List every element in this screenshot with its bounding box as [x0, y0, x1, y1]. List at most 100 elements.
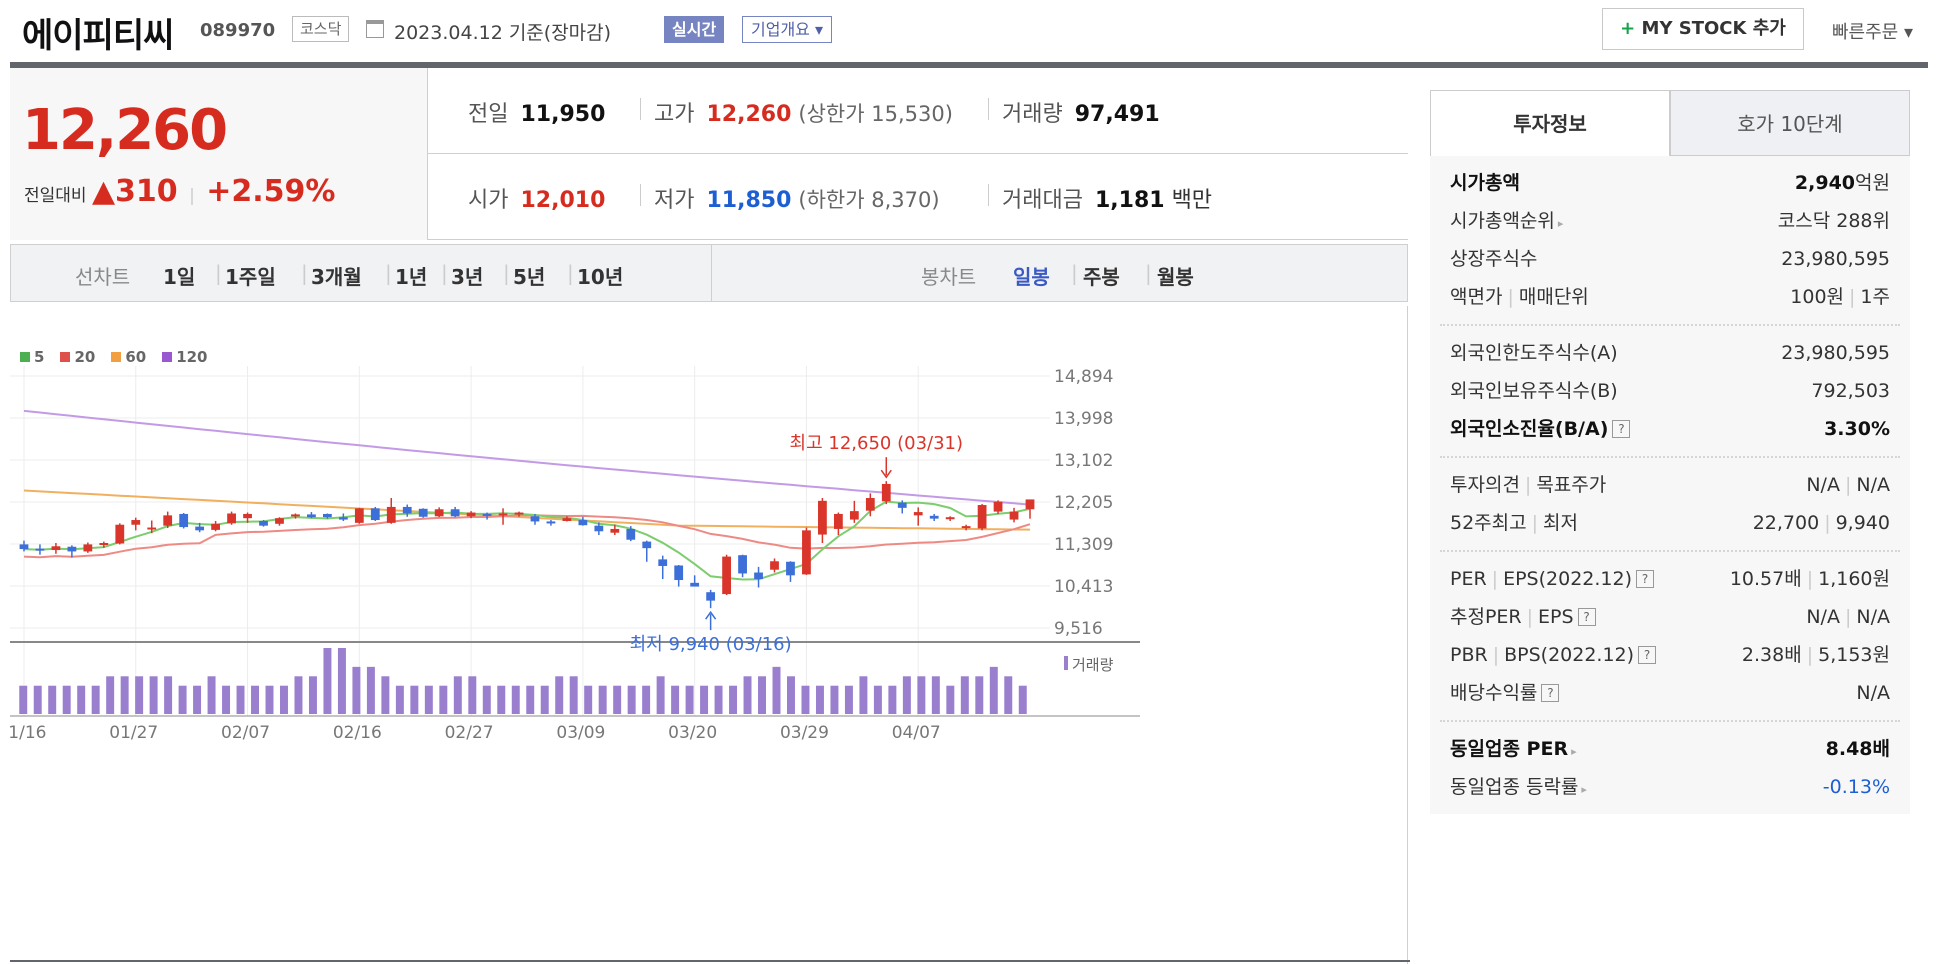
candle-body [594, 525, 604, 532]
up-arrow-icon: ▲ [91, 174, 116, 209]
candle-body [67, 546, 77, 552]
candle-period-1[interactable]: 주봉 [1083, 265, 1120, 289]
volume-bar [931, 676, 940, 714]
company-overview-dropdown[interactable]: 기업개요 ▾ [742, 16, 832, 43]
period-4[interactable]: 3년 [451, 265, 484, 289]
volume-bar [642, 685, 651, 714]
help-icon[interactable]: ? [1638, 646, 1657, 664]
plus-icon: + [1620, 18, 1636, 39]
info-group: 투자의견 | 목표주가 N/A | N/A 52주최고 | 최저 22,700 | 9,940 [1440, 458, 1900, 552]
volume-bar [308, 676, 317, 714]
candle-body [833, 513, 843, 529]
candle-body [434, 509, 444, 517]
candle-body [993, 501, 1003, 512]
volume-bar [106, 676, 115, 714]
tab-investment-info[interactable]: 투자정보 [1430, 90, 1670, 156]
volume-bar [251, 685, 259, 714]
expand-icon: ▸ [1571, 745, 1577, 758]
volume-bar [207, 676, 216, 714]
realtime-button[interactable]: 실시간 [664, 16, 725, 43]
help-icon[interactable]: ? [1636, 570, 1654, 588]
x-tick-label: 01/27 [109, 723, 158, 743]
add-mystock-label: MY STOCK 추가 [1641, 18, 1786, 39]
low-annotation: 최저 9,940 (03/16) [630, 634, 792, 655]
high-annotation: 최고 12,650 (03/31) [790, 433, 963, 454]
volume-bar [424, 685, 433, 714]
candle-body [786, 561, 795, 576]
volume-bar [685, 685, 694, 714]
chart-period-bar: 선차트 1일 1주일 | 3개월 | 1년 | 3년 | 5년 | 10년 | 봉차트 일봉 주봉 | 월봉 | [10, 244, 1408, 302]
candle-body [818, 500, 827, 535]
volume-bar [526, 685, 535, 714]
info-row: 52주최고 | 최저 22,700 | 9,940 [1450, 512, 1890, 534]
candle-body [690, 582, 700, 587]
current-price-panel: 12,260 전일대비 ▲310 | +2.59% [10, 68, 428, 240]
price-change: 전일대비 ▲310 | +2.59% [24, 174, 336, 209]
candle-body [642, 541, 652, 549]
candle-body [961, 526, 971, 529]
candle-body [418, 508, 428, 517]
info-group: PER | EPS(2022.12)? 10.57배 | 1,160원 추정PER | EPS?… [1440, 552, 1900, 722]
trade-amount: 거래대금 1,181 백만 [1002, 188, 1213, 213]
candle-body [1009, 511, 1019, 520]
tab-orderbook-10[interactable]: 호가 10단계 [1670, 90, 1910, 156]
candle-body [546, 521, 556, 524]
period-0[interactable]: 1일 [163, 265, 196, 289]
candlestick-chart[interactable]: 14,894 13,998 13,102 12,205 11,309 10,413 9,51… [10, 306, 1408, 964]
candle-body [179, 513, 189, 528]
y-tick-label: 12,205 [1054, 493, 1113, 513]
candle-period-0[interactable]: 일봉 [1013, 265, 1050, 289]
help-icon[interactable]: ? [1541, 684, 1560, 702]
bottom-divider [10, 960, 1410, 962]
period-3[interactable]: 1년 [395, 265, 428, 289]
volume-bar [627, 685, 636, 714]
candle-body [674, 565, 684, 581]
candle-body [881, 483, 891, 502]
y-tick-label: 13,102 [1054, 451, 1113, 471]
header-divider [10, 62, 1928, 68]
info-row: PBR | BPS(2022.12)? 2.38배 | 5,153원 [1450, 644, 1890, 666]
volume-bar [381, 676, 390, 714]
quick-order-dropdown[interactable]: 빠른주문 ▾ [1832, 22, 1913, 43]
legend-ma-20: 20 [60, 348, 95, 366]
volume-bar [902, 676, 911, 714]
info-group: 외국인한도주식수(A) 23,980,595 외국인보유주식수(B) 792,503 외… [1440, 326, 1900, 458]
candle-body [211, 523, 220, 530]
period-1[interactable]: 1주일 [225, 265, 276, 289]
candle-body [865, 498, 875, 511]
candle-body [51, 546, 61, 551]
legend-ma-5: 5 [20, 348, 44, 366]
candle-body [626, 528, 636, 540]
legend-ma-60: 60 [111, 348, 146, 366]
x-tick-label: 03/20 [668, 723, 717, 743]
period-5[interactable]: 5년 [513, 265, 546, 289]
high-arrow-head [880, 469, 892, 479]
volume-bar [859, 676, 868, 714]
volume-bar [975, 676, 984, 714]
volume-bar [497, 685, 506, 714]
volume-bar [844, 685, 853, 714]
candle-body [770, 561, 779, 570]
y-tick-label: 13,998 [1054, 409, 1113, 429]
period-2[interactable]: 3개월 [311, 265, 362, 289]
candle-body [706, 592, 716, 601]
help-icon[interactable]: ? [1612, 420, 1631, 438]
candle-body [610, 528, 620, 533]
volume-bar [164, 676, 173, 714]
volume-bar [19, 685, 28, 714]
price-chart[interactable]: 5 20 60 120 14,894 13,998 13,102 12,205 11,309 1… [10, 306, 1408, 964]
open-price: 시가 12,010 [468, 188, 606, 213]
volume-bar [917, 676, 926, 714]
candle-body [977, 505, 987, 529]
add-mystock-button[interactable]: + MY STOCK 추가 [1602, 8, 1804, 50]
candle-period-2[interactable]: 월봉 [1157, 265, 1194, 289]
volume-bar [613, 685, 622, 714]
x-tick-label: 03/09 [556, 723, 605, 743]
info-row: 외국인한도주식수(A) 23,980,595 [1450, 342, 1890, 364]
candle-body [354, 508, 364, 523]
candle-body [307, 514, 316, 518]
candle-body [370, 508, 380, 521]
period-6[interactable]: 10년 [577, 265, 624, 289]
candle-body [929, 515, 939, 519]
help-icon[interactable]: ? [1577, 608, 1596, 626]
